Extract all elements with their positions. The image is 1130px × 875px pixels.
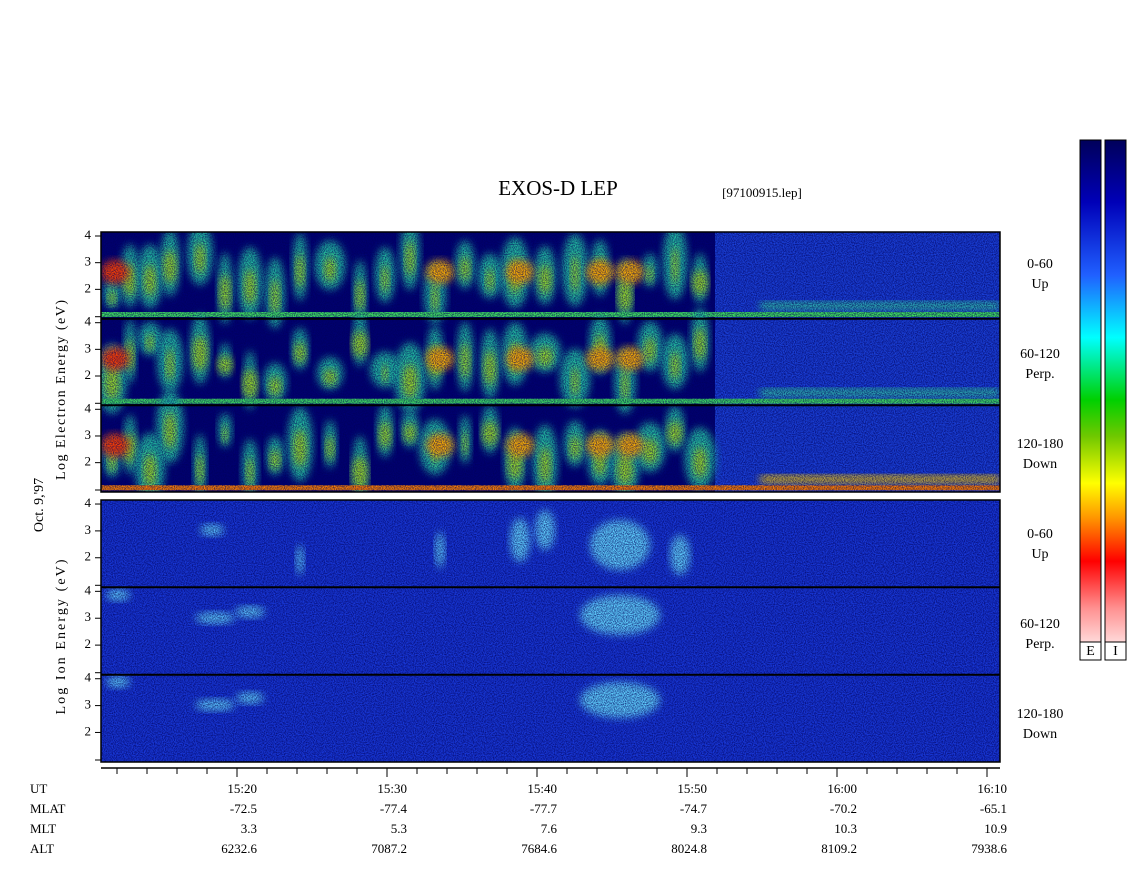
spectrograms <box>101 232 1000 762</box>
band-angle: 60-120 <box>1020 617 1060 632</box>
y-tick-label: 3 <box>85 427 92 442</box>
y-tick-label: 2 <box>85 549 92 564</box>
ephemeris-value: -77.7 <box>530 801 558 816</box>
colorbar-label: E <box>1086 644 1095 659</box>
ephemeris-value: -72.5 <box>230 801 257 816</box>
ephemeris-value: 15:50 <box>677 781 707 796</box>
y-tick-label: 2 <box>85 636 92 651</box>
colorbar-label-box <box>1079 641 1102 661</box>
ephemeris-value: 9.3 <box>691 821 707 836</box>
ephemeris-value: 5.3 <box>391 821 407 836</box>
row-label: MLAT <box>30 801 65 816</box>
ephemeris-value: -65.1 <box>980 801 1007 816</box>
y-tick-label: 3 <box>85 254 92 269</box>
band-angle: 120-180 <box>1017 707 1064 722</box>
electron-spectrogram <box>101 232 1000 492</box>
y-tick-label: 3 <box>85 697 92 712</box>
colorbars: E I <box>1079 139 1127 661</box>
y-tick-label: 4 <box>85 227 92 242</box>
ion-spectrogram <box>101 500 1000 762</box>
ephemeris-value: 10.3 <box>834 821 857 836</box>
band-direction: Down <box>1023 727 1057 742</box>
row-label: UT <box>30 781 47 796</box>
title: EXOS-D LEP <box>498 176 618 200</box>
y-tick-label: 4 <box>85 670 92 685</box>
band-direction: Perp. <box>1025 367 1054 382</box>
y-tick-label: 3 <box>85 522 92 537</box>
ephemeris-value: 15:20 <box>227 781 257 796</box>
colorbar-e <box>1079 139 1102 661</box>
file-name: [97100915.lep] <box>722 185 802 200</box>
ephemeris-value: 7087.2 <box>371 841 407 856</box>
y-tick-label: 4 <box>85 582 92 597</box>
panel-frame <box>100 499 1001 763</box>
y-tick-label: 3 <box>85 340 92 355</box>
band-direction: Up <box>1031 547 1048 562</box>
ephemeris-value: 6232.6 <box>221 841 257 856</box>
ephemeris-value: 15:40 <box>527 781 557 796</box>
y-axis-label: Log Ion Energy (eV) <box>54 559 69 714</box>
ephemeris-value: -77.4 <box>380 801 408 816</box>
y-tick-label: 2 <box>85 454 92 469</box>
colorbar-label: I <box>1113 644 1118 659</box>
y-tick-label: 2 <box>85 723 92 738</box>
date: Oct. 9,'97 <box>32 478 47 532</box>
ephemeris-value: 16:10 <box>977 781 1007 796</box>
noise <box>101 500 1000 762</box>
y-tick-label: 3 <box>85 609 92 624</box>
ephemeris-value: 3.3 <box>241 821 257 836</box>
band-angle: 0-60 <box>1027 527 1053 542</box>
y-tick-label: 4 <box>85 400 92 415</box>
noise <box>101 232 1000 492</box>
y-axis-label: Log Electron Energy (eV) <box>54 300 69 480</box>
band-angle: 120-180 <box>1017 437 1064 452</box>
band-angle: 60-120 <box>1020 347 1060 362</box>
y-tick-label: 2 <box>85 367 92 382</box>
ephemeris-value: -70.2 <box>830 801 857 816</box>
ephemeris-value: 7.6 <box>541 821 558 836</box>
ephemeris-value: 16:00 <box>827 781 857 796</box>
y-tick-label: 4 <box>85 314 92 329</box>
ephemeris-value: -74.7 <box>680 801 708 816</box>
band-angle: 0-60 <box>1027 257 1053 272</box>
ephemeris-value: 8109.2 <box>821 841 857 856</box>
y-tick-label: 4 <box>85 495 92 510</box>
ephemeris-value: 8024.8 <box>671 841 707 856</box>
colorbar-label-box <box>1104 641 1127 661</box>
colorbar-i <box>1104 139 1127 661</box>
row-label: ALT <box>30 841 54 856</box>
band-direction: Up <box>1031 277 1048 292</box>
ephemeris-value: 7938.6 <box>971 841 1007 856</box>
ephemeris-value: 7684.6 <box>521 841 557 856</box>
y-tick-label: 2 <box>85 280 92 295</box>
row-label: MLT <box>30 821 56 836</box>
panel-frame <box>100 231 1001 493</box>
ephemeris-value: 10.9 <box>984 821 1007 836</box>
ephemeris-value: 15:30 <box>377 781 407 796</box>
band-direction: Perp. <box>1025 637 1054 652</box>
band-direction: Down <box>1023 457 1057 472</box>
